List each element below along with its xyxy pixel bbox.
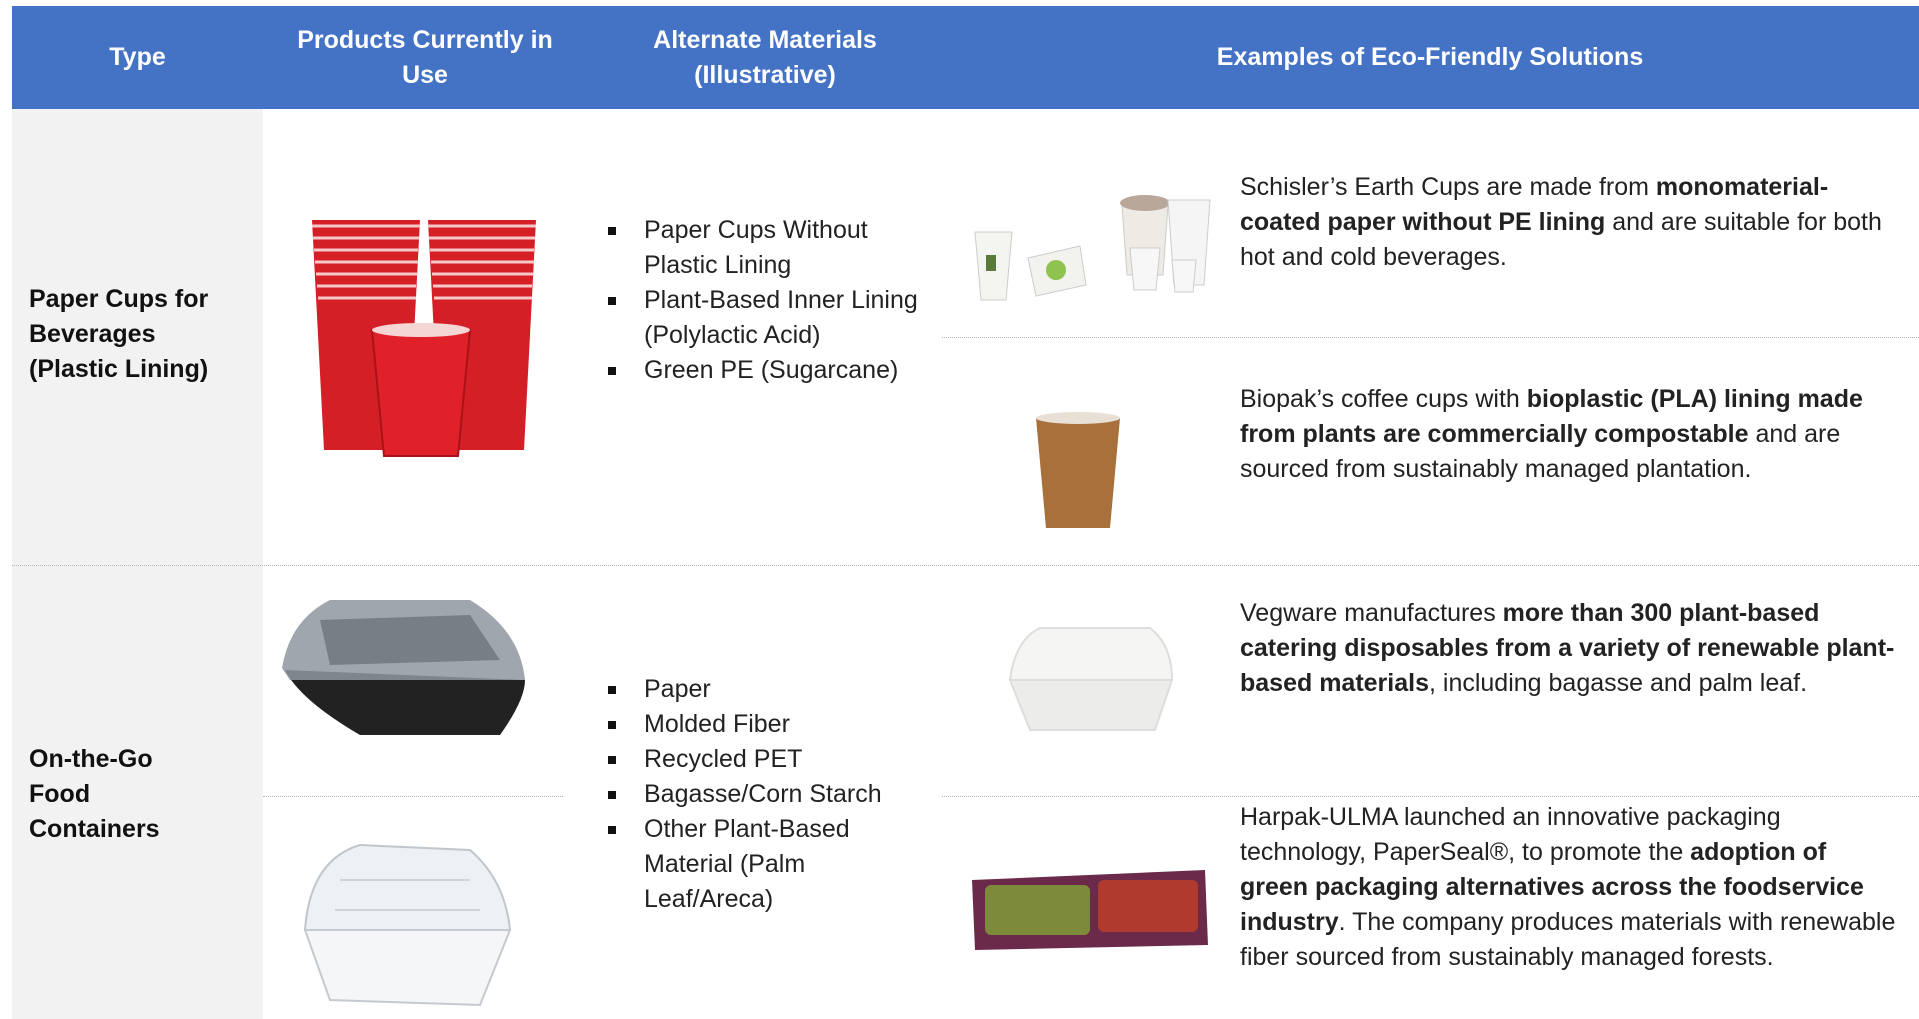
black-container-image (282, 600, 525, 735)
alternative-item: Paper (608, 672, 928, 707)
alternative-item: Bagasse/Corn Starch (608, 777, 928, 812)
header-products: Products Currently in Use (297, 25, 553, 89)
red-cups-image (312, 220, 536, 457)
alternative-item: Other Plant-Based Material (Palm Leaf/Ar… (608, 812, 928, 917)
example-text: Vegware manufactures more than 300 plant… (1240, 596, 1900, 701)
clear-container-image (303, 843, 512, 1007)
brown-cup-image (1036, 412, 1120, 528)
alternative-item: Paper Cups Without Plastic Lining (608, 213, 928, 283)
example-highlight: more than 300 plant-based catering dispo… (1240, 599, 1895, 697)
example-text: Harpak-ULMA launched an innovative packa… (1240, 800, 1900, 975)
white-clamshell-image (1008, 627, 1174, 731)
example-highlight: bioplastic (PLA) lining made from plants… (1240, 385, 1863, 448)
alternative-item: Plant-Based Inner Lining (Polylactic Aci… (608, 283, 928, 353)
example-separator (942, 796, 1919, 797)
alternatives-list: Paper Molded Fiber Recycled PET Bagasse/Cor… (608, 672, 928, 917)
type-label: On-the-Go Food Containers (29, 745, 160, 843)
paperseal-tray-image (972, 870, 1208, 950)
example-segment: Schisler’s Earth Cups are made from (1240, 173, 1656, 201)
alternative-item: Green PE (Sugarcane) (608, 353, 928, 388)
example-segment: Vegware manufactures (1240, 599, 1503, 627)
header-alternatives: Alternate Materials (Illustrative) (653, 25, 877, 89)
example-text: Biopak’s coffee cups with bioplastic (PL… (1240, 382, 1900, 487)
header-examples: Examples of Eco-Friendly Solutions (1216, 43, 1644, 71)
header-bar (12, 6, 1919, 109)
example-segment: and are suitable for both hot and cold b… (1240, 208, 1882, 271)
header-type: Type (109, 43, 166, 71)
type-column-bg (12, 109, 263, 1019)
example-segment: Biopak’s coffee cups with (1240, 385, 1527, 413)
alternative-item: Recycled PET (608, 742, 928, 777)
example-separator (942, 337, 1919, 338)
example-highlight: monomaterial-coated paper without PE lin… (1240, 173, 1829, 236)
alternatives-list: Paper Cups Without Plastic Lining Plant-B… (608, 213, 928, 388)
product-separator (263, 796, 563, 797)
example-segment: and are sourced from sustainably managed… (1240, 420, 1841, 483)
alternative-item: Molded Fiber (608, 707, 928, 742)
type-label: Paper Cups for Beverages (Plastic Lining… (29, 285, 209, 383)
row-separator (12, 565, 1919, 566)
example-segment: , including bagasse and palm leaf. (1429, 669, 1808, 697)
example-segment: Harpak-ULMA launched an innovative packa… (1240, 803, 1781, 866)
example-text: Schisler’s Earth Cups are made from mono… (1240, 170, 1900, 275)
earth-cups-image (974, 195, 1211, 301)
example-segment: . The company produces materials with re… (1240, 908, 1896, 971)
example-highlight: adoption of green packaging alternatives… (1240, 838, 1864, 936)
